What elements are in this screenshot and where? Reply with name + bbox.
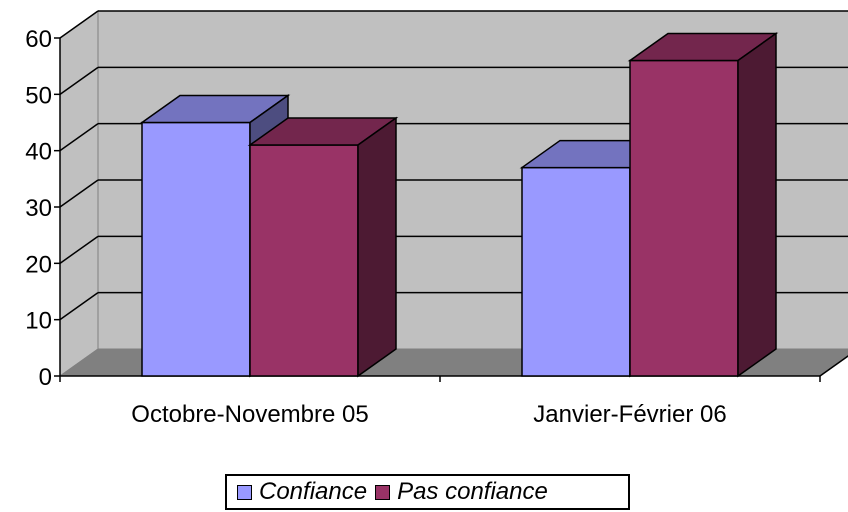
y-tick-label-1: 10 [25,308,52,335]
bar-front-0-0 [141,121,251,377]
bars [139,32,779,378]
y-tick-label-3: 30 [25,195,52,222]
floor-edge-right [819,355,848,377]
gridline-side-5 [59,66,99,95]
legend: Confiance Pas confiance [225,474,630,510]
bar-1-1 [627,32,779,378]
bar-front-1-0 [521,166,631,377]
legend-item-series-1: Confiance [237,478,367,506]
legend-swatch-series-1 [237,484,252,500]
gridline-side-2 [59,235,99,264]
bar-side-0-1 [357,116,397,378]
y-tick-label-6: 60 [25,26,52,53]
gridline-side-3 [59,179,99,208]
gridline-side-4 [59,123,99,152]
bar-front-0-1 [249,144,359,377]
bar-front-1-1 [629,59,739,377]
chart-area: 0 10 20 30 40 50 60 Octobre-Novembre 05 Janvier-… [25,10,848,428]
category-label-1: Janvier-Février 06 [533,401,726,428]
legend-label-series-2: Pas confiance [397,478,548,505]
gridline-side-6 [59,10,99,39]
legend-swatch-series-2 [375,484,391,500]
gridline-side-1 [59,292,99,321]
y-tick-label-4: 40 [25,139,52,166]
bar-side-1-1 [737,32,777,378]
category-label-0: Octobre-Novembre 05 [131,401,368,428]
y-tick-label-5: 50 [25,82,52,109]
bar-0-1 [247,116,399,378]
y-tick-label-0: 0 [39,364,52,391]
legend-item-series-2: Pas confiance [375,478,548,506]
y-tick-label-2: 20 [25,251,52,278]
legend-label-series-1: Confiance [259,478,368,505]
axis-labels: 0 10 20 30 40 50 60 Octobre-Novembre 05 Janvier-… [25,26,726,428]
